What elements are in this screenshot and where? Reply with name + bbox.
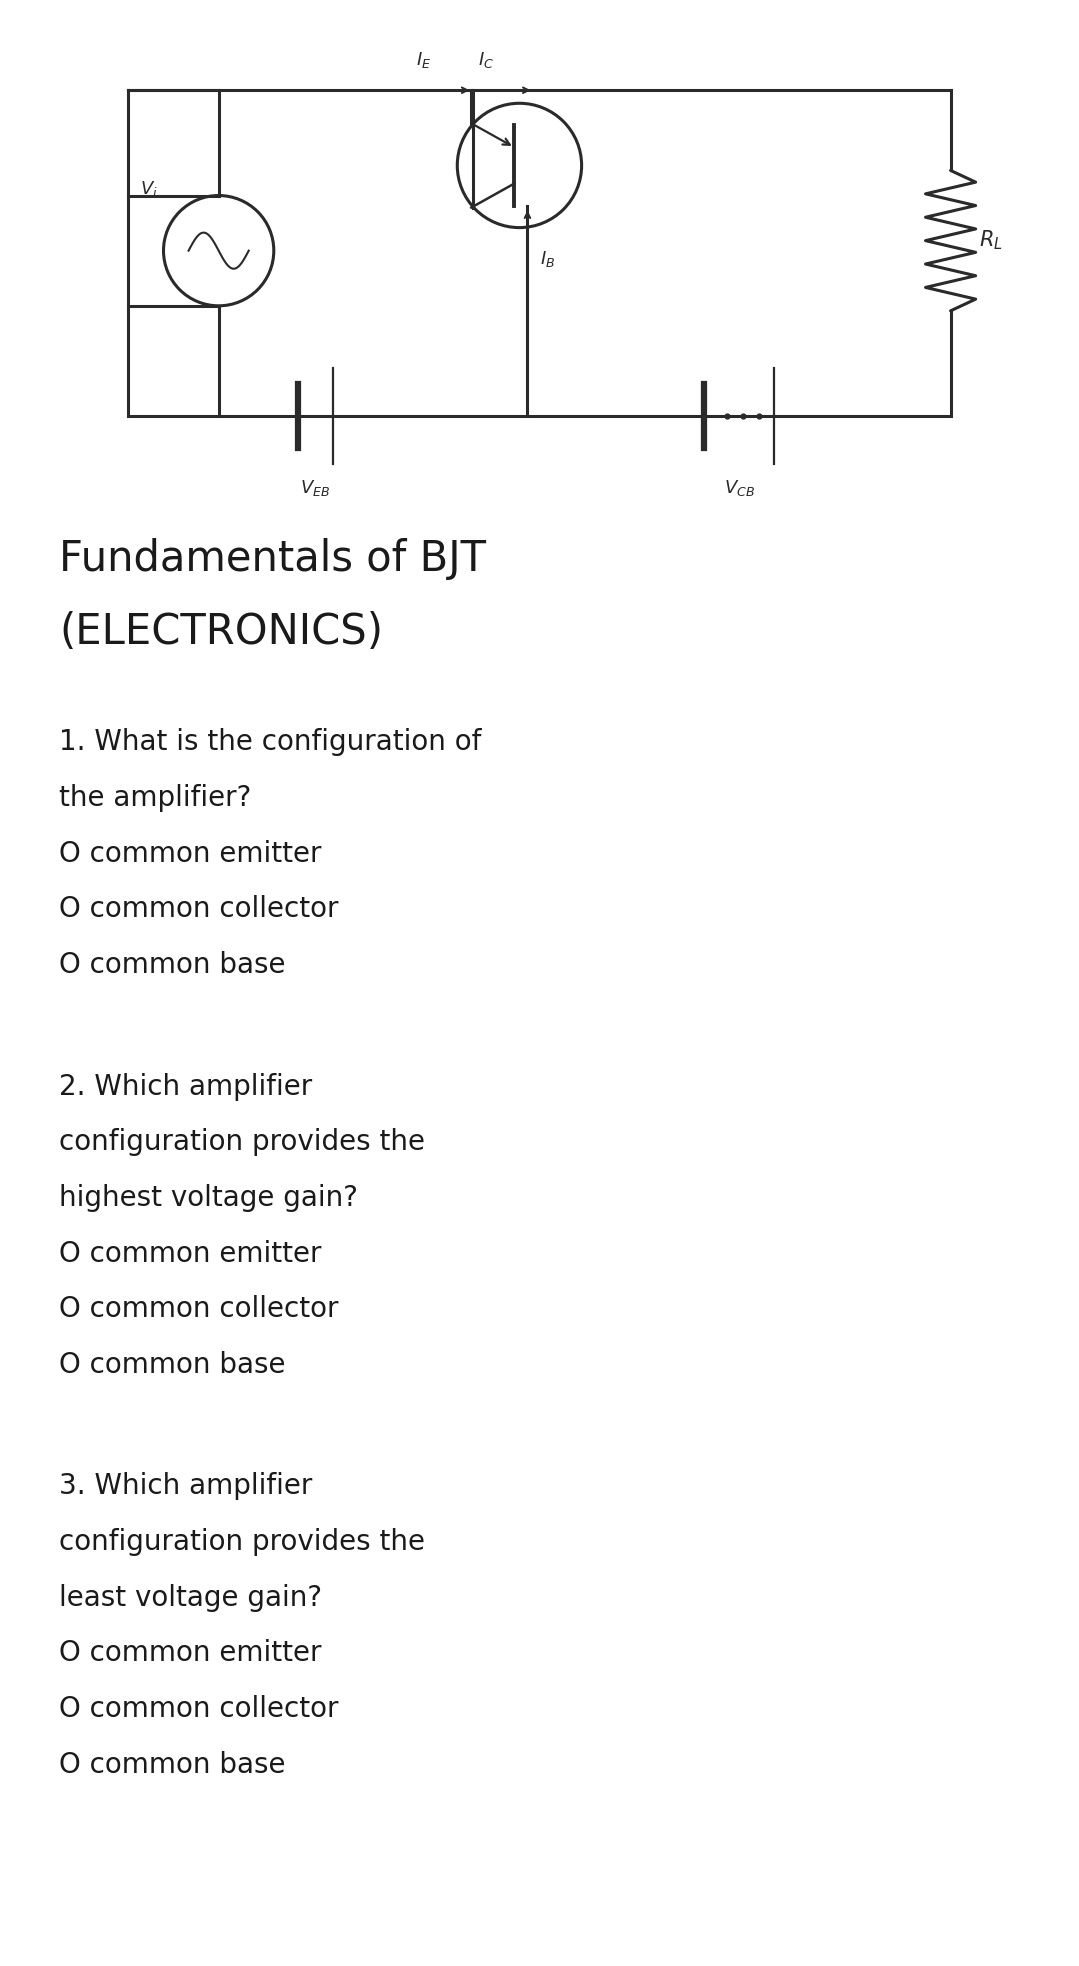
Text: O common collector: O common collector [59,1695,339,1722]
Text: $I_E$: $I_E$ [416,51,432,71]
Text: highest voltage gain?: highest voltage gain? [59,1184,358,1211]
Text: O common collector: O common collector [59,1296,339,1323]
Text: $V_i$: $V_i$ [140,179,159,199]
Text: (ELECTRONICS): (ELECTRONICS) [59,611,383,653]
Text: least voltage gain?: least voltage gain? [59,1585,323,1612]
Text: $R_L$: $R_L$ [979,228,1002,252]
Text: 2. Which amplifier: 2. Which amplifier [59,1073,313,1101]
Text: 1. What is the configuration of: 1. What is the configuration of [59,727,481,757]
Text: O common collector: O common collector [59,895,339,924]
Text: O common base: O common base [59,1351,286,1378]
Text: $V_{EB}$: $V_{EB}$ [300,478,330,497]
Text: $V_{CB}$: $V_{CB}$ [724,478,754,497]
Text: O common base: O common base [59,952,286,979]
Text: $I_B$: $I_B$ [540,250,555,269]
Text: configuration provides the: configuration provides the [59,1128,425,1156]
Text: configuration provides the: configuration provides the [59,1528,425,1555]
Text: O common base: O common base [59,1750,286,1779]
Text: O common emitter: O common emitter [59,839,322,867]
Text: O common emitter: O common emitter [59,1239,322,1268]
Text: the amplifier?: the amplifier? [59,784,251,812]
Text: O common emitter: O common emitter [59,1640,322,1667]
Text: 3. Which amplifier: 3. Which amplifier [59,1473,313,1500]
Text: $I_C$: $I_C$ [478,51,494,71]
Text: Fundamentals of BJT: Fundamentals of BJT [59,539,487,580]
